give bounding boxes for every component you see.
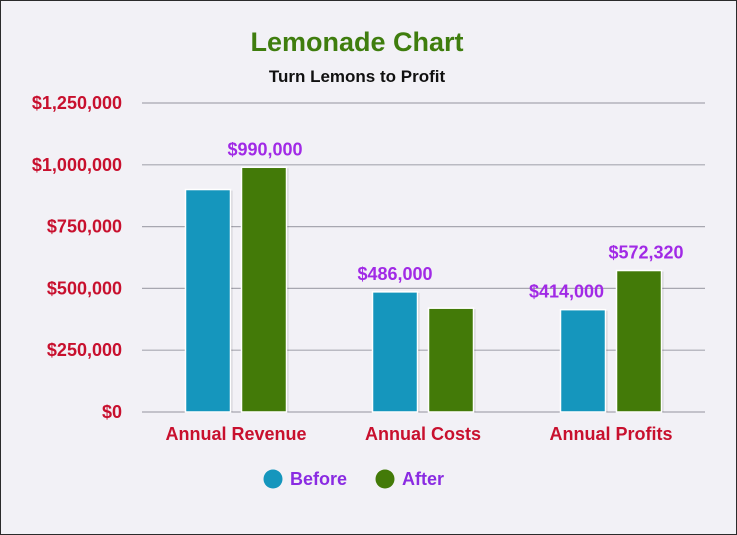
y-tick-label: $0 (102, 402, 122, 422)
bar-before-2 (559, 308, 607, 413)
chart-title: Lemonade Chart (250, 27, 463, 57)
legend-swatch-before (263, 469, 283, 489)
data-label: $414,000 (529, 282, 604, 302)
y-tick-label: $1,250,000 (32, 93, 122, 113)
legend-label-after: After (402, 469, 444, 489)
y-tick-label: $1,000,000 (32, 155, 122, 175)
legend: Before After (263, 469, 444, 489)
data-labels: $990,000 $486,000 $414,000$572,320 (227, 139, 683, 301)
y-tick-label: $750,000 (47, 217, 122, 237)
y-axis-ticks: $0 $250,000 $500,000 $750,000 $1,000,000 $1,2… (32, 93, 122, 422)
bar-after-1 (427, 307, 475, 413)
x-tick-label: Annual Costs (365, 424, 481, 444)
x-tick-label: Annual Revenue (165, 424, 306, 444)
bars (184, 166, 664, 413)
bar-after-0 (240, 166, 288, 413)
legend-label-before: Before (290, 469, 347, 489)
legend-swatch-after (375, 469, 395, 489)
data-label: $990,000 (227, 139, 302, 159)
chart-subtitle: Turn Lemons to Profit (269, 67, 446, 86)
x-axis-ticks: Annual Revenue Annual Costs Annual Profits (165, 424, 672, 444)
data-label: $486,000 (357, 264, 432, 284)
bar-after-2 (615, 269, 663, 413)
y-tick-label: $250,000 (47, 340, 122, 360)
bar-before-0 (184, 188, 232, 413)
y-tick-label: $500,000 (47, 278, 122, 298)
bar-before-1 (371, 291, 419, 413)
gridlines (142, 102, 705, 413)
x-tick-label: Annual Profits (549, 424, 672, 444)
data-label: $572,320 (608, 243, 683, 263)
